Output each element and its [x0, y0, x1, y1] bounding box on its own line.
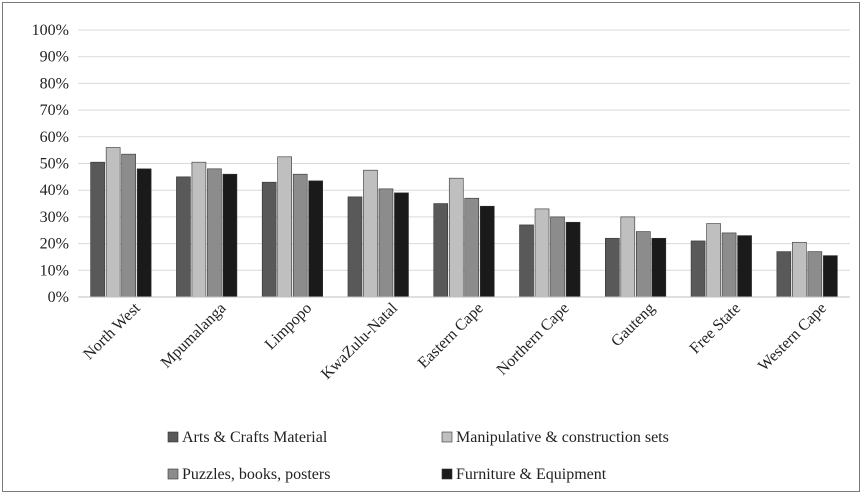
legend-label: Arts & Crafts Material — [182, 429, 328, 446]
bar — [519, 224, 534, 298]
bar — [636, 231, 651, 298]
bar — [308, 180, 323, 298]
bar — [207, 168, 222, 298]
bar — [807, 251, 823, 298]
x-category-label: North West — [80, 299, 144, 363]
x-category-label: Gauteng — [608, 300, 658, 350]
bar — [464, 197, 480, 298]
bar — [363, 169, 378, 298]
bar — [737, 235, 752, 298]
x-category-label: KwaZulu-Natal — [318, 299, 401, 382]
bar — [222, 173, 238, 298]
bar — [292, 173, 308, 298]
bar — [620, 216, 636, 298]
bar — [706, 223, 721, 298]
bar — [690, 240, 706, 298]
bar — [479, 205, 495, 298]
x-category-label: Eastern Cape — [415, 300, 487, 372]
bar — [176, 176, 191, 298]
bar — [90, 161, 105, 298]
bar — [776, 251, 792, 298]
bar — [136, 168, 152, 298]
bars — [90, 147, 838, 298]
y-tick-label: 80% — [40, 75, 69, 92]
x-category-label: Free State — [687, 300, 745, 358]
bar — [105, 147, 121, 298]
legend-label: Puzzles, books, posters — [182, 466, 330, 483]
y-tick-label: 50% — [40, 156, 69, 173]
bar — [651, 237, 667, 298]
y-tick-label: 90% — [40, 49, 69, 66]
bar — [565, 221, 581, 298]
bar — [534, 208, 550, 298]
legend: Arts & Crafts Material Manipulative & con… — [167, 429, 669, 483]
legend-label: Furniture & Equipment — [456, 466, 607, 483]
bar — [394, 192, 409, 298]
y-tick-label: 10% — [40, 262, 69, 279]
x-category-label: Mpumalanga — [158, 300, 230, 372]
y-tick-label: 30% — [40, 209, 69, 226]
x-category-label: Limpopo — [262, 300, 316, 354]
bar — [792, 241, 807, 298]
bar — [347, 196, 363, 298]
y-tick-label: 100% — [32, 22, 69, 39]
legend-label: Manipulative & construction sets — [456, 429, 669, 446]
x-category-label: Western Cape — [755, 300, 830, 375]
bar — [121, 153, 136, 298]
y-tick-label: 70% — [40, 102, 69, 119]
x-category-label: Northern Cape — [494, 300, 573, 379]
bar — [823, 255, 838, 298]
legend-swatch — [167, 431, 179, 443]
y-tick-label: 20% — [40, 236, 69, 253]
bar — [378, 188, 394, 298]
legend-swatch — [441, 468, 453, 480]
y-axis-ticks: 0% 10% 20% 30% 40% 50% 60% 70% 80% 90% 100% — [32, 22, 69, 306]
y-tick-label: 40% — [40, 182, 69, 199]
legend-swatch — [167, 468, 179, 480]
x-axis-categories: North West Mpumalanga Limpopo KwaZulu-Natal… — [80, 299, 830, 382]
y-tick-label: 0% — [48, 289, 69, 306]
bar — [191, 161, 207, 298]
bar — [550, 216, 565, 298]
y-tick-label: 60% — [40, 129, 69, 146]
bar — [605, 237, 620, 298]
bar — [433, 203, 449, 298]
gridlines — [78, 29, 850, 271]
legend-swatch — [441, 431, 453, 443]
bar — [277, 156, 292, 298]
bar — [261, 181, 277, 298]
bar — [448, 177, 464, 298]
bar — [721, 232, 737, 298]
